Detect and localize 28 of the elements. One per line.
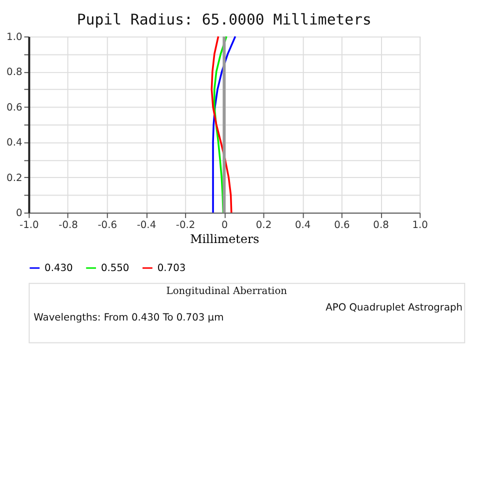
text: APO Quadruplet Astrograph (326, 302, 463, 314)
x-tick-label: 0.8 (373, 220, 389, 231)
y-tick-label: 0.6 (6, 102, 22, 114)
line-series (212, 36, 236, 214)
legend-label: 0.430 (44, 263, 73, 274)
y-tick-label: 0 (16, 208, 22, 220)
x-tick-label: 0.4 (294, 220, 311, 231)
x-tick-label: 0 (222, 220, 228, 231)
x-tick-label: -1.0 (20, 220, 39, 231)
chart-title: Pupil Radius: 65.0000 Millimeters (76, 12, 372, 29)
x-tick-label: 0.2 (256, 220, 272, 231)
x-tick-label: -0.6 (98, 220, 118, 231)
y-tick-label: 1.0 (6, 32, 22, 43)
x-axis-title: Millimeters (190, 232, 260, 246)
y-tick-label: 0.2 (6, 172, 22, 184)
line-series (214, 36, 228, 214)
legend-label: 0.703 (157, 263, 186, 274)
text: Longitudinal Aberration (166, 286, 288, 297)
x-tick-label: -0.4 (136, 220, 156, 231)
line-series (210, 36, 232, 214)
text: Wavelengths: From 0.430 To 0.703 µm (34, 312, 224, 324)
legend-label: 0.550 (100, 263, 130, 274)
x-tick-label: -0.8 (58, 220, 78, 231)
y-tick-label: 0.8 (6, 67, 22, 78)
x-tick-label: -0.2 (176, 220, 196, 231)
y-tick-label: 0.4 (6, 138, 22, 149)
x-tick-label: 0.6 (334, 220, 350, 231)
x-tick-label: 1.0 (412, 220, 428, 231)
